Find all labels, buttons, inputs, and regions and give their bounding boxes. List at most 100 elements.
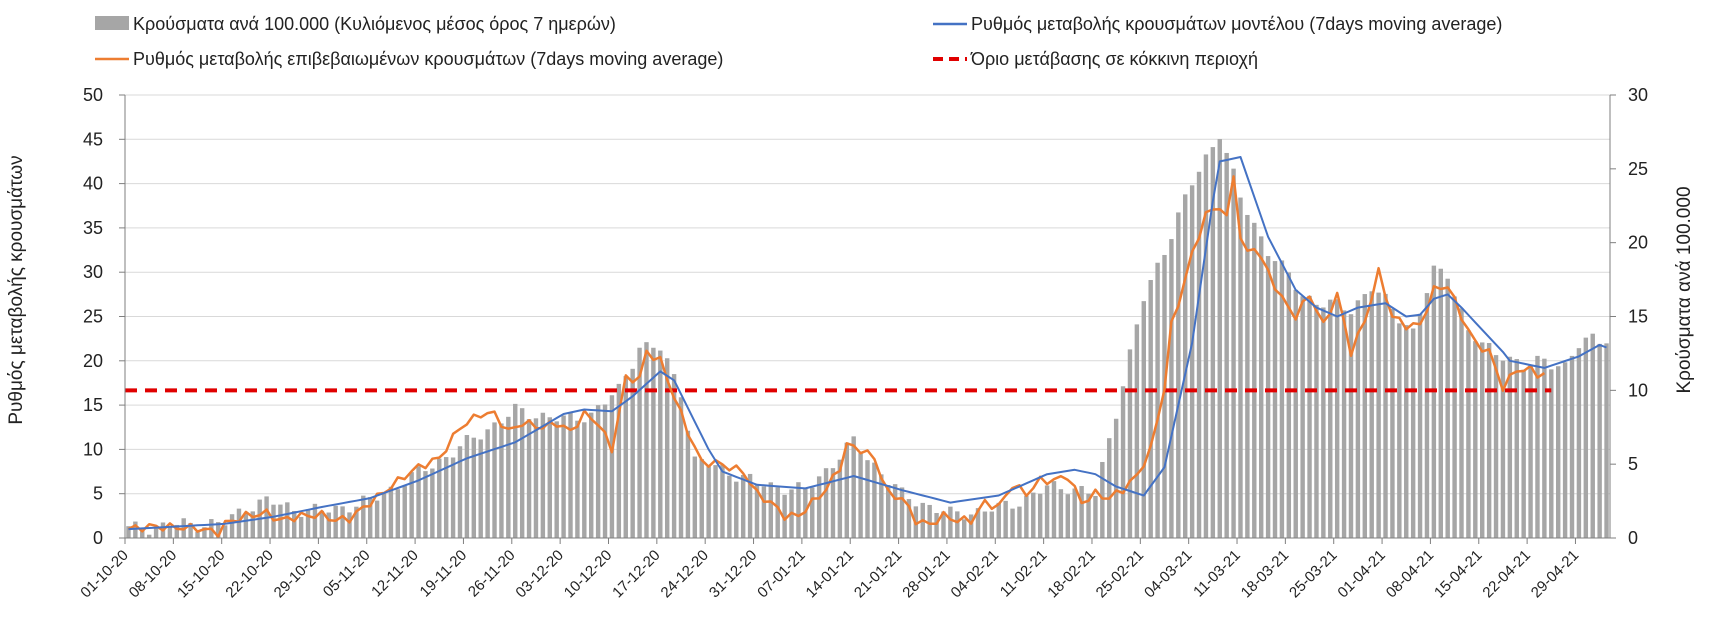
y-right-tick-label: 20: [1628, 233, 1648, 253]
bar: [630, 368, 635, 538]
bar: [1459, 308, 1464, 538]
bar: [1065, 494, 1071, 538]
bar: [602, 404, 608, 538]
bar: [1369, 291, 1374, 538]
bar: [533, 418, 539, 538]
bar: [1493, 355, 1499, 538]
bar: [989, 511, 995, 538]
bar: [1480, 342, 1485, 538]
bar: [1410, 328, 1416, 538]
bar: [1417, 313, 1423, 538]
bar: [457, 446, 463, 538]
bar: [1189, 185, 1195, 539]
bar: [195, 531, 200, 538]
bar: [188, 522, 193, 538]
bar: [1362, 294, 1368, 538]
bar: [644, 342, 649, 538]
y-left-tick-label: 5: [93, 484, 103, 504]
bar: [450, 457, 456, 538]
bar: [865, 460, 870, 538]
y-left-tick-label: 25: [83, 307, 103, 327]
bar: [298, 516, 304, 538]
bar: [1162, 254, 1167, 538]
bar: [844, 442, 849, 538]
bar: [492, 422, 497, 538]
bar: [1051, 481, 1057, 538]
bar: [651, 347, 656, 538]
bar: [1024, 495, 1029, 538]
bar: [1383, 293, 1388, 538]
y-right-tick-label: 5: [1628, 454, 1638, 474]
y-right-axis-title: Κρούσματα ανά 100.000: [1674, 186, 1695, 393]
bar: [685, 430, 691, 538]
y-left-tick-label: 0: [93, 528, 103, 548]
bar: [340, 506, 345, 538]
bar: [1307, 295, 1312, 538]
bar: [658, 350, 663, 538]
x-tick-label: 22-04-21: [1479, 547, 1533, 601]
bar: [1300, 296, 1305, 538]
x-tick-label: 15-10-20: [174, 547, 228, 601]
y-left-tick-label: 45: [83, 129, 103, 149]
x-tick-label: 14-01-21: [803, 547, 857, 601]
bar: [1279, 260, 1285, 538]
x-tick-label: 10-12-20: [561, 547, 615, 601]
bar: [478, 439, 483, 538]
bar: [1424, 293, 1430, 538]
bar: [671, 374, 677, 538]
bar: [637, 347, 642, 538]
bar: [367, 497, 373, 538]
bar: [1314, 304, 1319, 538]
bar: [1576, 348, 1582, 538]
y-left-tick-label: 35: [83, 218, 103, 238]
x-tick-label: 05-11-20: [320, 547, 374, 601]
x-tick-label: 24-12-20: [658, 547, 712, 601]
bar: [519, 408, 525, 538]
bar: [540, 412, 546, 538]
x-tick-label: 26-11-20: [465, 547, 519, 601]
bar: [961, 519, 967, 538]
bar: [1321, 307, 1326, 538]
bar: [754, 484, 760, 538]
bar: [872, 462, 877, 538]
bar: [1348, 314, 1354, 538]
bar: [1093, 495, 1098, 538]
bar-series: [126, 139, 1609, 539]
y-left-tick-label: 40: [83, 174, 103, 194]
bar: [568, 412, 573, 538]
bar: [236, 508, 242, 538]
bar: [1341, 310, 1347, 538]
x-ticks: 01-10-2008-10-2015-10-2022-10-2029-10-20…: [77, 538, 1582, 601]
y-right-tick-label: 25: [1628, 159, 1648, 179]
bar: [810, 487, 815, 538]
bar: [1010, 508, 1015, 538]
bar: [1217, 139, 1222, 538]
bar: [561, 415, 566, 538]
bar: [402, 486, 407, 538]
bar: [374, 500, 380, 538]
bar: [361, 495, 366, 538]
x-tick-label: 04-03-21: [1141, 547, 1195, 601]
y-left-tick-label: 30: [83, 262, 103, 282]
bar: [1113, 418, 1119, 538]
bar: [858, 453, 863, 538]
x-tick-label: 31-12-20: [706, 547, 760, 601]
bar: [816, 476, 822, 538]
bar: [1017, 506, 1022, 538]
bar: [1258, 236, 1264, 538]
gridlines: [125, 94, 1610, 539]
bar: [153, 526, 159, 538]
x-tick-label: 29-04-21: [1528, 547, 1582, 601]
bar: [1466, 330, 1471, 538]
bar: [416, 466, 421, 538]
bar: [879, 474, 884, 538]
bar: [830, 468, 836, 538]
bar: [1528, 364, 1533, 538]
bar: [174, 524, 180, 538]
bar: [243, 512, 249, 538]
y-left-axis-title: Ρυθμός μεταβολής κρουσμάτων: [6, 155, 27, 424]
bar: [1473, 341, 1478, 538]
legend-swatch-bar: [95, 16, 129, 30]
bar: [1148, 280, 1153, 538]
